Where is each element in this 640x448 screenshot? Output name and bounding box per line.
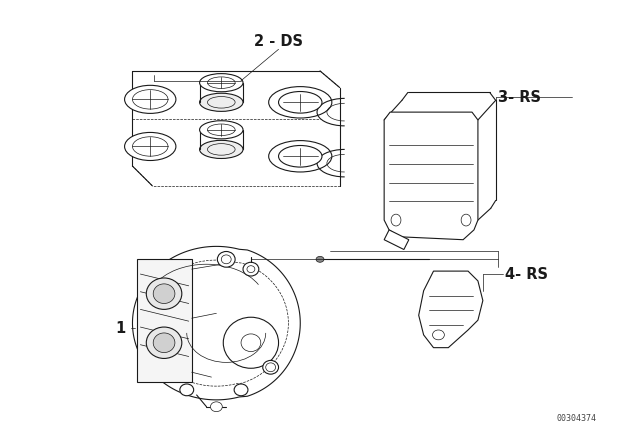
Ellipse shape xyxy=(243,262,259,276)
Ellipse shape xyxy=(125,133,176,160)
Ellipse shape xyxy=(207,144,235,155)
Text: 3- RS: 3- RS xyxy=(498,90,541,105)
Ellipse shape xyxy=(207,124,235,136)
Ellipse shape xyxy=(125,85,176,113)
Ellipse shape xyxy=(180,384,194,396)
Ellipse shape xyxy=(200,140,243,159)
Ellipse shape xyxy=(147,278,182,310)
Ellipse shape xyxy=(218,251,235,267)
Ellipse shape xyxy=(223,317,278,368)
Polygon shape xyxy=(132,71,340,186)
Ellipse shape xyxy=(316,256,324,262)
Ellipse shape xyxy=(132,90,168,109)
Ellipse shape xyxy=(433,330,444,340)
Ellipse shape xyxy=(263,360,278,374)
Ellipse shape xyxy=(207,96,235,108)
Ellipse shape xyxy=(132,137,168,156)
Polygon shape xyxy=(132,246,300,400)
Text: 2 - DS: 2 - DS xyxy=(254,34,303,49)
Polygon shape xyxy=(384,112,478,240)
Ellipse shape xyxy=(147,327,182,358)
Ellipse shape xyxy=(200,93,243,112)
Ellipse shape xyxy=(211,402,222,412)
Ellipse shape xyxy=(200,121,243,139)
Polygon shape xyxy=(138,259,192,382)
Text: 1: 1 xyxy=(115,320,125,336)
Ellipse shape xyxy=(461,214,471,226)
Text: 00304374: 00304374 xyxy=(557,414,596,423)
Ellipse shape xyxy=(266,363,276,372)
Ellipse shape xyxy=(153,333,175,353)
Ellipse shape xyxy=(234,384,248,396)
Polygon shape xyxy=(419,271,483,348)
Ellipse shape xyxy=(221,255,231,264)
Ellipse shape xyxy=(207,77,235,88)
Ellipse shape xyxy=(278,91,322,113)
Ellipse shape xyxy=(278,146,322,167)
Ellipse shape xyxy=(269,141,332,172)
Ellipse shape xyxy=(200,73,243,92)
Ellipse shape xyxy=(269,86,332,118)
Text: 4- RS: 4- RS xyxy=(504,267,548,281)
Ellipse shape xyxy=(241,334,260,352)
Ellipse shape xyxy=(153,284,175,303)
Ellipse shape xyxy=(247,266,255,272)
Polygon shape xyxy=(384,230,409,250)
Ellipse shape xyxy=(391,214,401,226)
